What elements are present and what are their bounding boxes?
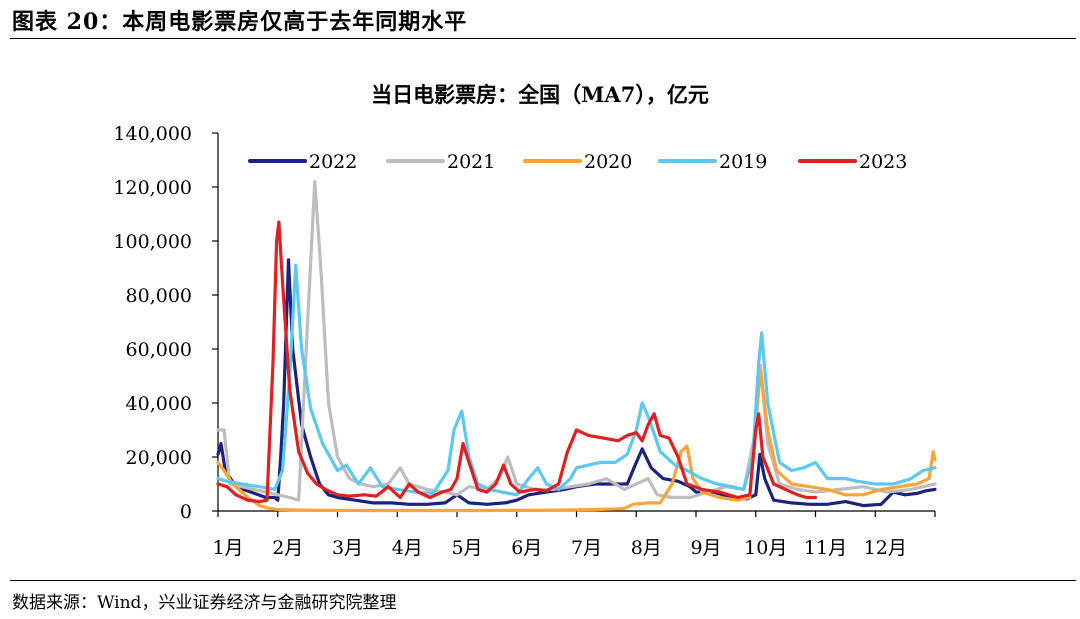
chart-title: 当日电影票房：全国（MA7），亿元 [371,82,709,107]
y-tick-label: 140,000 [113,123,192,145]
x-tick-label: 4月 [392,537,423,559]
y-tick-label: 0 [180,501,192,523]
x-tick-label: 2月 [272,537,303,559]
x-tick-label: 7月 [571,537,602,559]
x-tick-label: 5月 [451,537,482,559]
y-tick-label: 40,000 [126,393,192,415]
x-tick-label: 11月 [804,537,847,559]
x-tick-label: 9月 [690,537,721,559]
series-line-2019 [218,265,935,495]
legend-label-2022: 2022 [309,151,357,173]
x-tick-label: 6月 [511,537,542,559]
source-rule [10,580,1076,581]
x-tick-label: 3月 [332,537,363,559]
x-tick-label: 8月 [631,537,662,559]
x-tick-label: 1月 [212,537,243,559]
legend-label-2023: 2023 [859,151,907,173]
chart-series-lines [218,182,935,511]
y-tick-label: 120,000 [113,177,192,199]
y-tick-label: 60,000 [126,339,192,361]
box-office-line-chart: 当日电影票房：全国（MA7），亿元 0 20,000 40,000 60,000 80,… [0,0,1080,619]
chart-legend: 2022 2021 2020 2019 2023 [250,151,907,173]
y-tick-label: 100,000 [113,231,192,253]
series-line-2023 [218,222,816,502]
legend-label-2019: 2019 [719,151,767,173]
y-tick-label: 80,000 [126,285,192,307]
y-tick-label: 20,000 [126,447,192,469]
x-tick-label: 10月 [744,537,787,559]
series-line-2021 [218,182,935,501]
legend-label-2020: 2020 [584,151,632,173]
x-tick-label: 12月 [864,537,907,559]
legend-label-2021: 2021 [447,151,495,173]
source-note: 数据来源：Wind，兴业证券经济与金融研究院整理 [12,588,396,613]
